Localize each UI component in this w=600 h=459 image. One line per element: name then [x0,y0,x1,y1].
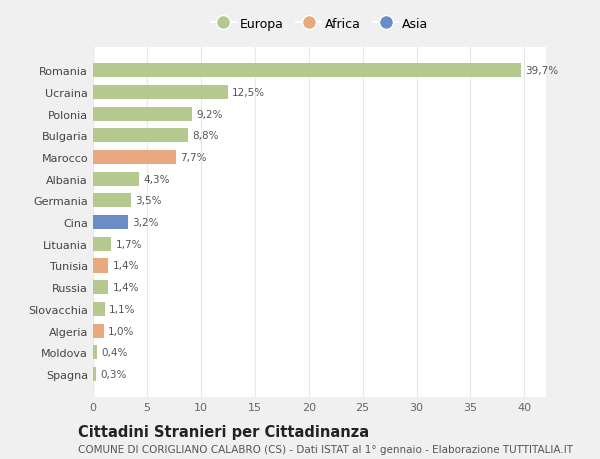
Text: 8,8%: 8,8% [192,131,219,141]
Text: 1,4%: 1,4% [112,283,139,292]
Bar [93,151,176,165]
Bar [93,280,108,295]
Bar [93,172,139,186]
Text: 1,4%: 1,4% [112,261,139,271]
Bar [93,129,188,143]
Text: 1,7%: 1,7% [116,239,142,249]
Bar [93,86,228,100]
Text: 4,3%: 4,3% [143,174,170,185]
Text: 12,5%: 12,5% [232,88,265,98]
Legend: Europa, Africa, Asia: Europa, Africa, Asia [206,12,433,35]
Text: 39,7%: 39,7% [526,66,559,76]
Bar [93,237,112,251]
Bar [93,367,96,381]
Text: 9,2%: 9,2% [197,109,223,119]
Text: 3,2%: 3,2% [132,218,158,228]
Text: 3,5%: 3,5% [135,196,161,206]
Bar [93,216,128,230]
Text: Cittadini Stranieri per Cittadinanza: Cittadini Stranieri per Cittadinanza [78,425,369,440]
Bar [93,64,521,78]
Text: 7,7%: 7,7% [181,153,207,162]
Text: 0,4%: 0,4% [101,347,128,358]
Bar [93,346,97,359]
Text: 1,0%: 1,0% [108,326,134,336]
Bar [93,302,105,316]
Bar [93,324,104,338]
Bar [93,107,192,122]
Bar [93,259,108,273]
Bar [93,194,131,208]
Text: COMUNE DI CORIGLIANO CALABRO (CS) - Dati ISTAT al 1° gennaio - Elaborazione TUTT: COMUNE DI CORIGLIANO CALABRO (CS) - Dati… [78,444,573,454]
Text: 0,3%: 0,3% [101,369,127,379]
Text: 1,1%: 1,1% [109,304,136,314]
